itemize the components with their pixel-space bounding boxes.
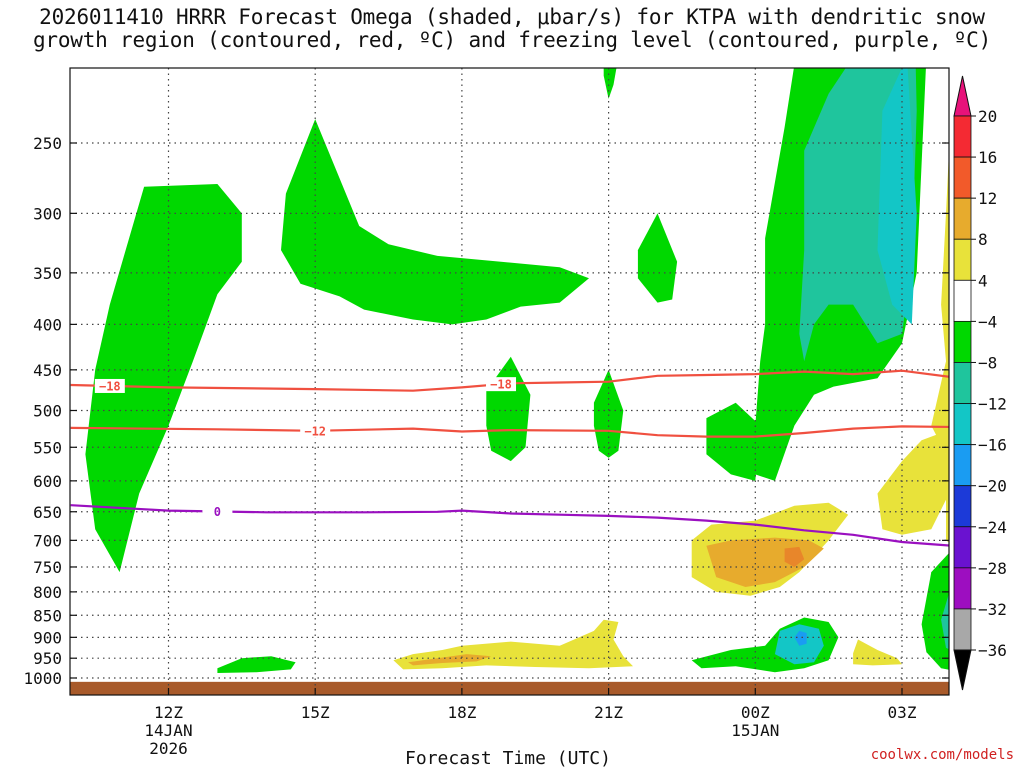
colorbar-label: −8 [978,353,997,372]
colorbar-bin [953,197,972,240]
colorbar-label: 4 [978,271,988,290]
colorbar-bin [953,115,972,158]
omega-shading [85,68,949,673]
green-region-22z [637,213,678,303]
colorbar-bin [953,444,972,487]
grid-lines [70,68,949,695]
green-region-low-13z [217,656,296,673]
ground-surface [70,681,949,695]
colorbar-upper-extension [953,75,972,117]
x-tick-label: 18Z [447,703,476,722]
cyan-region-evening [877,68,917,325]
colorbar-bin [953,608,972,651]
colorbar-bin [953,279,972,322]
colorbar-label: −20 [978,477,1007,496]
y-tick-label: 750 [33,558,62,577]
x-tick-label: 21Z [594,703,623,722]
colorbar-label: 12 [978,189,997,208]
blue-region-low-00z [794,630,807,646]
yellow-region-lower-right [877,433,946,535]
y-tick-label: 650 [33,503,62,522]
colorbar-label: −36 [978,641,1007,660]
dgz-minus-12-label-bg [300,423,331,438]
dgz-minus-12-label: −12 [304,424,326,438]
y-tick-label: 400 [33,315,62,334]
teal-region-low-right [941,593,949,650]
chart-title: 2026011410 HRRR Forecast Omega (shaded, … [0,6,1024,52]
freezing-level-0-label-bg [202,504,233,519]
temperature-contours: −18 −18 −12 0 [70,369,949,547]
colorbar-label: −16 [978,436,1007,455]
x-tick-label: 03Z [888,703,917,722]
ground-layer [70,681,949,695]
dgz-minus-18-line [70,369,949,392]
colorbar-label: 8 [978,230,988,249]
y-tick-label: 850 [33,606,62,625]
x-tick-date: 14JAN [144,721,192,740]
freezing-level-0-label: 0 [214,505,221,519]
green-region-21z [593,369,624,458]
red-orange-region-00z [784,546,805,567]
green-region-left [85,184,242,573]
x-tick-label: 00Z [741,703,770,722]
freezing-level-0-line [70,504,949,547]
x-tick-label: 12Z [154,703,183,722]
dgz-minus-12-line [70,425,949,438]
plot-frame [69,67,950,696]
y-tick-label: 1000 [23,669,62,688]
green-region-00z [706,402,761,481]
orange-region-18z-low [408,654,492,666]
y-tick-label: 800 [33,583,62,602]
green-region-19z [486,356,531,462]
dgz-minus-18-label: −18 [490,378,512,392]
dgz-minus-18-label-bg [94,378,125,393]
colorbar-bin [953,485,972,528]
colorbar-label: 16 [978,148,997,167]
colorbar-label: 20 [978,107,997,126]
colorbar-bin [953,238,972,281]
x-tick-label: 15Z [301,703,330,722]
colorbar-lower-extension [953,649,972,691]
credit-link[interactable]: coolwx.com/models [871,747,1014,763]
colorbar-bin [953,156,972,199]
y-tick-label: 950 [33,649,62,668]
green-region-15z [281,119,589,325]
y-tick-label: 600 [33,472,62,491]
dgz-minus-18-label-bg [486,377,517,392]
y-tick-label: 550 [33,438,62,457]
green-region-top-21z [603,68,617,99]
orange-region-00z [706,537,824,587]
yellow-region-low-02z [853,639,902,666]
y-tick-label: 500 [33,402,62,421]
y-tick-label: 300 [33,204,62,223]
y-tick-label: 700 [33,531,62,550]
colorbar: 20 16 12 8 4 −4 −8 −12 −16 −20 −24 −28 −32 −36 [953,75,1007,691]
y-tick-label: 450 [33,361,62,380]
y-tick-label: 350 [33,264,62,283]
colorbar-label: −28 [978,559,1007,578]
colorbar-bin [953,526,972,569]
colorbar-bin [953,362,972,404]
yellow-region-right [931,150,949,543]
colorbar-label: −4 [978,312,997,331]
x-axis-label: Forecast Time (UTC) [405,748,611,768]
chart-title-line-1: 2026011410 HRRR Forecast Omega (shaded, … [39,5,985,29]
colorbar-label: −12 [978,395,1007,414]
colorbar-label: −24 [978,518,1007,537]
colorbar-bin [953,567,972,610]
chart-title-line-2: growth region (contoured, red, ºC) and f… [32,28,992,52]
y-tick-label: 250 [33,134,62,153]
colorbar-bin [953,320,972,363]
x-tick-date: 15JAN [731,721,779,740]
dgz-minus-18-label: −18 [99,379,121,393]
colorbar-bin [953,403,972,446]
x-tick-year: 2026 [149,739,188,758]
y-axis: 250 300 350 400 450 500 550 600 650 700 750 800 850 9… [23,134,949,688]
green-region-low-right [921,553,949,670]
y-tick-label: 900 [33,628,62,647]
colorbar-label: −32 [978,600,1007,619]
